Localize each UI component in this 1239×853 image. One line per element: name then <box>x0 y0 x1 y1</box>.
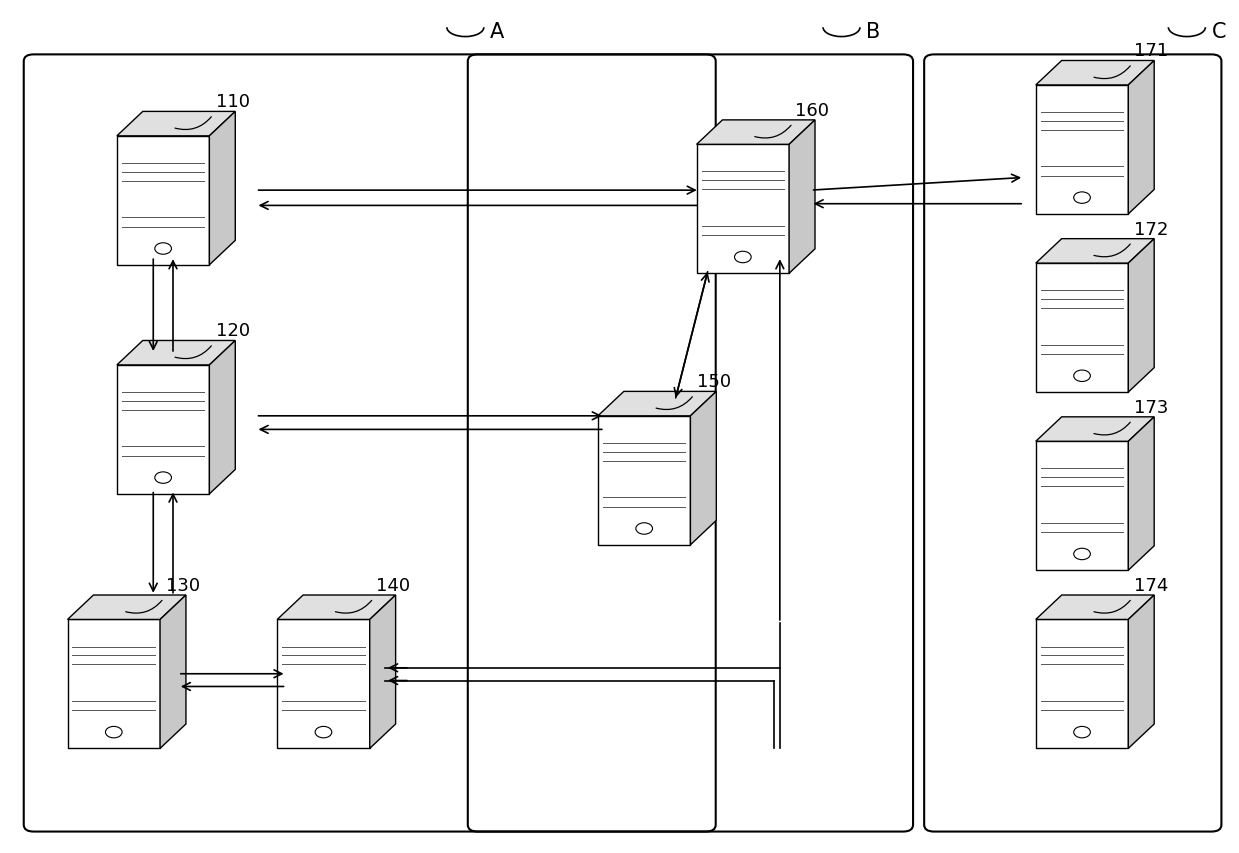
Circle shape <box>735 252 751 264</box>
Text: 173: 173 <box>1135 398 1168 416</box>
Circle shape <box>1074 370 1090 382</box>
Polygon shape <box>1129 61 1155 215</box>
Text: A: A <box>489 22 504 43</box>
Polygon shape <box>68 620 160 749</box>
Polygon shape <box>1036 61 1155 86</box>
Polygon shape <box>1129 417 1155 571</box>
Polygon shape <box>1036 595 1155 620</box>
Polygon shape <box>1036 264 1129 392</box>
Polygon shape <box>160 595 186 749</box>
Text: B: B <box>866 22 881 43</box>
Text: 150: 150 <box>696 373 731 391</box>
Polygon shape <box>116 136 209 265</box>
Circle shape <box>1074 193 1090 204</box>
Polygon shape <box>1036 240 1155 264</box>
Text: 172: 172 <box>1135 220 1168 238</box>
Text: 110: 110 <box>216 93 249 111</box>
Polygon shape <box>598 392 716 416</box>
Circle shape <box>1074 548 1090 560</box>
Circle shape <box>105 727 123 738</box>
Polygon shape <box>278 595 395 620</box>
Text: 140: 140 <box>375 577 410 595</box>
FancyBboxPatch shape <box>24 55 716 832</box>
Text: 120: 120 <box>216 322 250 340</box>
Polygon shape <box>116 341 235 365</box>
Polygon shape <box>1036 620 1129 749</box>
Polygon shape <box>116 113 235 136</box>
Polygon shape <box>690 392 716 545</box>
Polygon shape <box>1036 417 1155 442</box>
Circle shape <box>1074 727 1090 738</box>
Circle shape <box>155 473 171 484</box>
Polygon shape <box>209 113 235 265</box>
Text: 130: 130 <box>166 577 201 595</box>
Text: 174: 174 <box>1135 577 1168 595</box>
Polygon shape <box>116 365 209 494</box>
Text: C: C <box>1212 22 1227 43</box>
Polygon shape <box>696 121 815 145</box>
Text: 171: 171 <box>1135 43 1168 61</box>
Polygon shape <box>369 595 395 749</box>
Polygon shape <box>1129 240 1155 392</box>
Polygon shape <box>1036 442 1129 571</box>
Polygon shape <box>598 416 690 545</box>
Polygon shape <box>696 145 789 274</box>
Circle shape <box>315 727 332 738</box>
Polygon shape <box>68 595 186 620</box>
Polygon shape <box>1129 595 1155 749</box>
Polygon shape <box>278 620 369 749</box>
FancyBboxPatch shape <box>924 55 1222 832</box>
Text: 160: 160 <box>795 102 829 119</box>
Circle shape <box>636 523 653 535</box>
Polygon shape <box>789 121 815 274</box>
Polygon shape <box>1036 86 1129 215</box>
Polygon shape <box>209 341 235 494</box>
Circle shape <box>155 243 171 255</box>
